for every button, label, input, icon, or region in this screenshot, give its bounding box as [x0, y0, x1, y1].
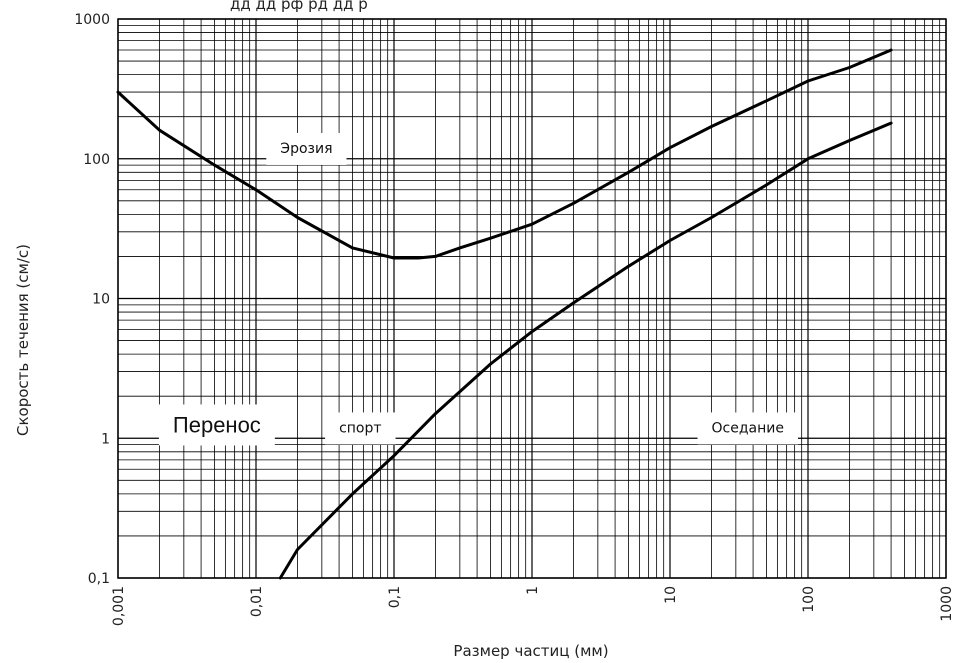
x-tick-label: 0,001	[111, 586, 127, 626]
y-tick-label: 100	[83, 152, 110, 168]
x-tick-label: 0,1	[387, 586, 403, 608]
x-tick-label: 0,01	[249, 586, 265, 617]
region-label: Эрозия	[280, 141, 332, 157]
region-label: Перенос	[173, 412, 261, 437]
chart-title-fragment: дд дд рф рд дд р	[230, 0, 368, 13]
x-tick-label: 100	[801, 586, 817, 613]
y-tick-label: 0,1	[88, 571, 110, 587]
region-label: спорт	[339, 420, 381, 436]
x-tick-label: 10	[663, 586, 679, 604]
x-tick-label: 1	[525, 586, 541, 595]
y-tick-label: 10	[92, 292, 110, 308]
region-label: Оседание	[712, 420, 784, 436]
x-axis-title: Размер частиц (мм)	[453, 642, 608, 660]
y-tick-label: 1	[101, 431, 110, 447]
y-tick-label: 1000	[74, 12, 110, 28]
x-tick-label: 1000	[939, 586, 955, 622]
y-axis-title: Скорость течения (см/с)	[14, 244, 32, 436]
